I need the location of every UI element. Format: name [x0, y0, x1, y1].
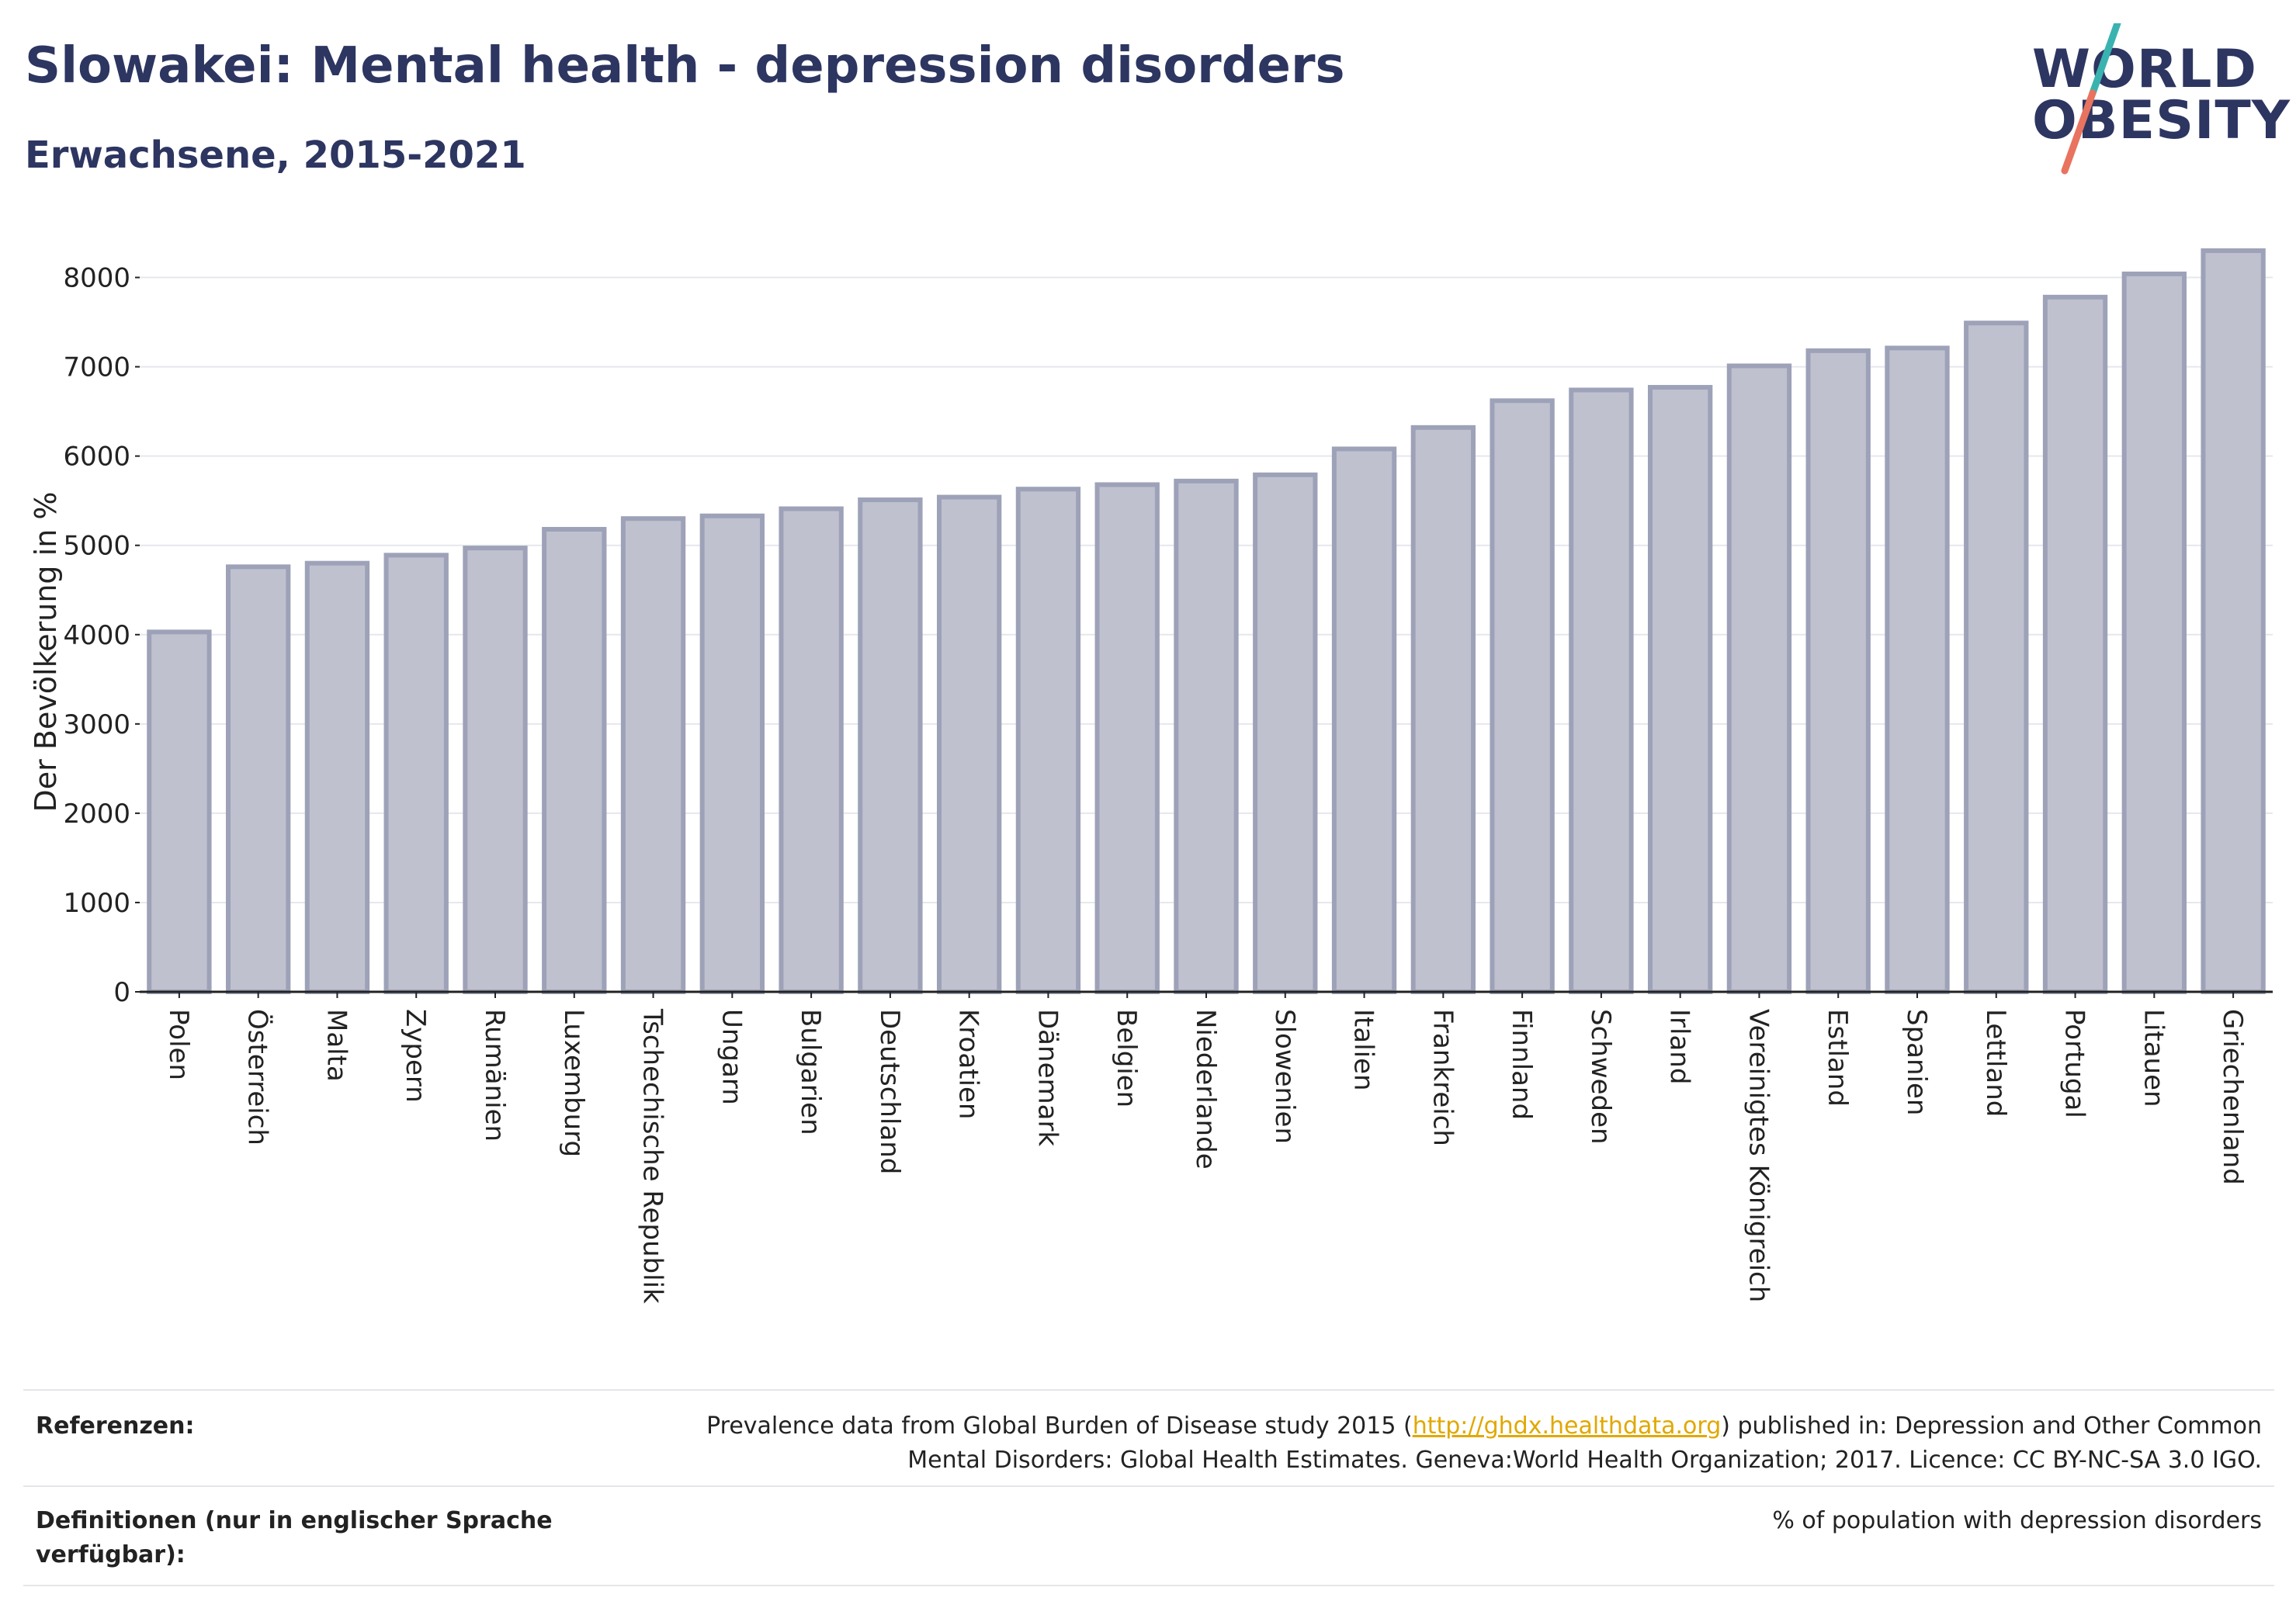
bar — [1726, 363, 1792, 995]
x-category-label: Estland — [1822, 1009, 1853, 1107]
references-text: Prevalence data from Global Burden of Di… — [706, 1409, 2262, 1478]
x-category-label: Portugal — [2059, 1009, 2090, 1118]
bar — [1015, 487, 1081, 994]
bar — [1569, 387, 1634, 994]
x-category-label: Irland — [1664, 1009, 1695, 1084]
x-category-label: Ungarn — [716, 1009, 747, 1105]
bar — [858, 497, 923, 994]
y-axis-title: Der Bevölkerung in % — [29, 492, 63, 813]
bar-chart: 0 1000 2000 3000 4000 5000 6000 7000 8000 Polen Ös… — [29, 248, 2273, 1304]
logo-slash-icon — [2061, 23, 2121, 175]
bars — [147, 248, 2266, 995]
bar — [1964, 321, 2029, 994]
x-category-label: Vereinigtes Königreich — [1743, 1009, 1774, 1302]
x-category-label: Italien — [1348, 1009, 1379, 1091]
x-category-label: Finnland — [1506, 1009, 1537, 1120]
y-tick-label: 1000 — [63, 888, 130, 919]
bar — [2201, 248, 2266, 994]
bar — [699, 513, 765, 994]
y-tick-label: 2000 — [63, 799, 130, 830]
bar — [542, 526, 607, 994]
bar — [147, 629, 212, 994]
bar — [620, 516, 686, 994]
bar — [1253, 472, 1318, 994]
y-tick-label: 6000 — [63, 442, 130, 473]
definitions-label-1: Definitionen (nur in englischer Sprache — [36, 1507, 553, 1534]
x-category-label: Österreich — [242, 1009, 274, 1145]
world-obesity-logo: WORLD OBESITY — [2018, 23, 2290, 175]
x-category-label: Rumänien — [479, 1009, 510, 1142]
x-category-label: Niederlande — [1190, 1009, 1221, 1170]
x-category-label: Malta — [321, 1009, 352, 1082]
bar — [1490, 398, 1555, 994]
bar — [463, 546, 528, 994]
bar — [225, 564, 291, 994]
x-category-label: Slowenien — [1269, 1009, 1300, 1144]
bar — [2042, 294, 2108, 994]
bar — [1885, 345, 1950, 994]
x-category-label: Dänemark — [1032, 1009, 1063, 1146]
references-text-2: ) published in: Depression and Other Com… — [1721, 1412, 2262, 1440]
references-row: Referenzen: Prevalence data from Global … — [23, 1389, 2274, 1487]
y-tick-label: 8000 — [63, 263, 130, 294]
x-category-label: Griechenland — [2217, 1009, 2248, 1185]
x-category-label: Zypern — [400, 1009, 431, 1103]
bar — [383, 553, 449, 994]
x-category-label: Bulgarien — [795, 1009, 826, 1135]
y-tick-label: 3000 — [63, 709, 130, 740]
y-tick-label: 4000 — [63, 620, 130, 651]
bar — [1647, 385, 1713, 994]
x-category-label: Polen — [163, 1009, 194, 1080]
bar — [1410, 425, 1476, 994]
references-text-1: Prevalence data from Global Burden of Di… — [706, 1412, 1413, 1440]
bar — [1094, 482, 1160, 994]
x-category-label: Luxemburg — [558, 1009, 589, 1157]
definitions-label-2: verfügbar): — [36, 1541, 186, 1568]
logo-line1: WORLD — [2032, 39, 2257, 100]
y-tick-label: 7000 — [63, 352, 130, 383]
x-category-label: Deutschland — [874, 1009, 905, 1174]
x-category-label: Tschechische Republik — [637, 1008, 668, 1304]
bar — [936, 494, 1002, 994]
definitions-text: % of population with depression disorder… — [1772, 1507, 2262, 1534]
page-title: Slowakei: Mental health - depression dis… — [25, 37, 1345, 95]
x-category-label: Lettland — [1980, 1009, 2011, 1117]
bar — [2121, 271, 2187, 994]
x-category-label: Schweden — [1585, 1009, 1616, 1145]
x-category-label: Belgien — [1111, 1009, 1142, 1107]
x-category-label: Frankreich — [1427, 1009, 1458, 1146]
x-category-label: Spanien — [1901, 1009, 1932, 1115]
bar — [1805, 348, 1871, 995]
bar — [304, 560, 370, 994]
labels: 0 1000 2000 3000 4000 5000 6000 7000 8000 Polen Ös… — [63, 263, 2248, 1304]
bar — [1331, 446, 1397, 994]
bar — [1174, 478, 1239, 994]
references-label: Referenzen: — [36, 1412, 195, 1440]
bar — [779, 506, 844, 994]
references-link[interactable]: http://ghdx.healthdata.org — [1412, 1412, 1722, 1440]
y-tick-label: 0 — [113, 977, 130, 1008]
definitions-label: Definitionen (nur in englischer Sprache … — [36, 1504, 553, 1572]
page-subtitle: Erwachsene, 2015-2021 — [25, 133, 526, 177]
x-category-label: Kroatien — [953, 1009, 984, 1119]
x-category-label: Litauen — [2138, 1009, 2169, 1107]
references-text-3: Mental Disorders: Global Health Estimate… — [907, 1447, 2262, 1474]
axes — [135, 276, 2273, 998]
definitions-row: Definitionen (nur in englischer Sprache … — [23, 1485, 2274, 1586]
y-tick-label: 5000 — [63, 531, 130, 562]
